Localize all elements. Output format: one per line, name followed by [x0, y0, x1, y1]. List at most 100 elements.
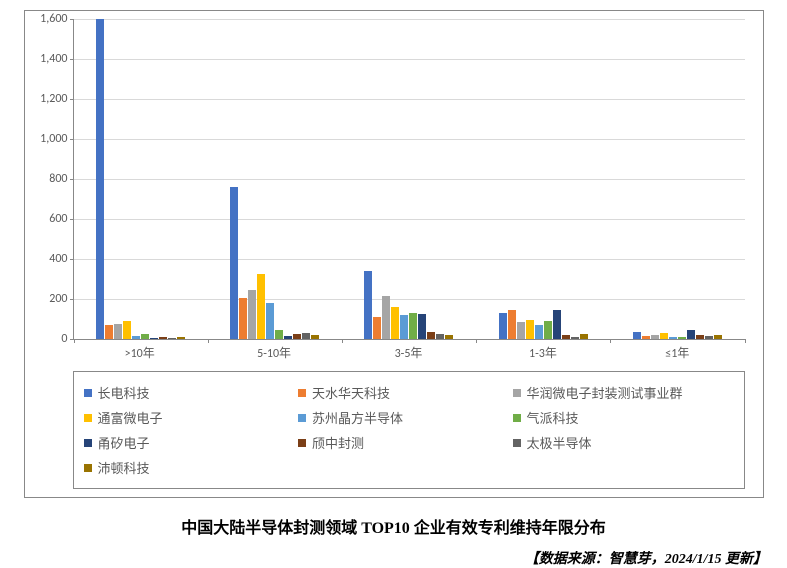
legend-label: 长电科技 [98, 383, 150, 402]
chart-caption: 中国大陆半导体封测领域 TOP10 企业有效专利维持年限分布 [0, 514, 787, 538]
bar [526, 320, 534, 339]
y-tick-label: 200 [49, 292, 73, 306]
y-tick-label: 1,200 [40, 92, 73, 106]
y-tick-label: 1,000 [40, 132, 73, 146]
legend-item: 沛顿科技 [84, 458, 299, 477]
bar [266, 303, 274, 339]
bar [400, 315, 408, 339]
legend-label: 气派科技 [527, 408, 579, 427]
bar [230, 187, 238, 339]
legend-item: 华润微电子封装测试事业群 [513, 383, 728, 402]
x-tick-mark [342, 339, 343, 343]
x-tick-mark [74, 339, 75, 343]
y-tick-label: 600 [49, 212, 73, 226]
plot-area: 02004006008001,0001,2001,4001,600 [73, 19, 745, 340]
bar [535, 325, 543, 339]
y-tick-label: 0 [61, 332, 73, 346]
legend-item: 天水华天科技 [298, 383, 513, 402]
bar [660, 333, 668, 339]
legend-item: 长电科技 [84, 383, 299, 402]
y-tick-label: 800 [49, 172, 73, 186]
chart-container: 02004006008001,0001,2001,4001,600 >10年5-… [24, 10, 764, 498]
bar [123, 321, 131, 339]
bar [150, 338, 158, 339]
bar [705, 336, 713, 339]
y-tick-label: 1,600 [40, 12, 73, 26]
legend-item: 太极半导体 [513, 433, 728, 452]
bar [436, 334, 444, 339]
bar [248, 290, 256, 339]
category-group [476, 19, 610, 339]
legend-label: 天水华天科技 [312, 383, 390, 402]
bar [553, 310, 561, 339]
legend-label: 苏州晶方半导体 [312, 408, 403, 427]
bar [311, 335, 319, 339]
legend: 长电科技 天水华天科技 华润微电子封装测试事业群通富微电子 苏州晶方半导体 气派科技甬矽… [73, 371, 745, 489]
legend-swatch [84, 464, 92, 472]
bar [132, 336, 140, 339]
y-tick-label: 1,400 [40, 52, 73, 66]
bar [239, 298, 247, 339]
bar [141, 334, 149, 339]
legend-item: 甬矽电子 [84, 433, 299, 452]
y-tick-label: 400 [49, 252, 73, 266]
legend-label: 华润微电子封装测试事业群 [527, 383, 683, 402]
legend-swatch [84, 439, 92, 447]
category-group [610, 19, 744, 339]
bar [562, 335, 570, 339]
legend-swatch [298, 389, 306, 397]
legend-label: 通富微电子 [98, 408, 163, 427]
bar [409, 313, 417, 339]
bar [714, 335, 722, 339]
legend-swatch [513, 414, 521, 422]
x-tick-mark [610, 339, 611, 343]
bar [105, 325, 113, 339]
legend-item: 颀中封测 [298, 433, 513, 452]
bar [678, 337, 686, 339]
bar [177, 337, 185, 339]
bar [544, 321, 552, 339]
bar [114, 324, 122, 339]
bar [571, 337, 579, 339]
bar [364, 271, 372, 339]
bar [642, 336, 650, 339]
bar [418, 314, 426, 339]
bar [293, 334, 301, 339]
bar [669, 337, 677, 339]
bar [427, 332, 435, 339]
legend-label: 沛顿科技 [98, 458, 150, 477]
x-tick-label: 1-3年 [476, 344, 610, 361]
legend-item: 气派科技 [513, 408, 728, 427]
legend-swatch [298, 439, 306, 447]
legend-item: 通富微电子 [84, 408, 299, 427]
bar [275, 330, 283, 339]
bar [168, 338, 176, 339]
category-group [74, 19, 208, 339]
legend-swatch [513, 439, 521, 447]
legend-item: 苏州晶方半导体 [298, 408, 513, 427]
x-tick-mark [745, 339, 746, 343]
bar [382, 296, 390, 339]
bar [651, 335, 659, 339]
bar [687, 330, 695, 339]
legend-swatch [513, 389, 521, 397]
bar [696, 335, 704, 339]
x-tick-label: >10年 [73, 344, 207, 361]
x-axis-labels: >10年5-10年3-5年1-3年≤1年 [73, 344, 745, 361]
bar [517, 322, 525, 339]
x-tick-mark [476, 339, 477, 343]
bar [302, 333, 310, 339]
legend-swatch [84, 414, 92, 422]
x-tick-label: ≤1年 [610, 344, 744, 361]
legend-label: 颀中封测 [312, 433, 364, 452]
x-tick-mark [208, 339, 209, 343]
legend-swatch [298, 414, 306, 422]
category-group [342, 19, 476, 339]
bar [96, 19, 104, 339]
legend-label: 太极半导体 [527, 433, 592, 452]
bar [391, 307, 399, 339]
bar [257, 274, 265, 339]
legend-label: 甬矽电子 [98, 433, 150, 452]
bar [284, 336, 292, 339]
bar [159, 337, 167, 339]
